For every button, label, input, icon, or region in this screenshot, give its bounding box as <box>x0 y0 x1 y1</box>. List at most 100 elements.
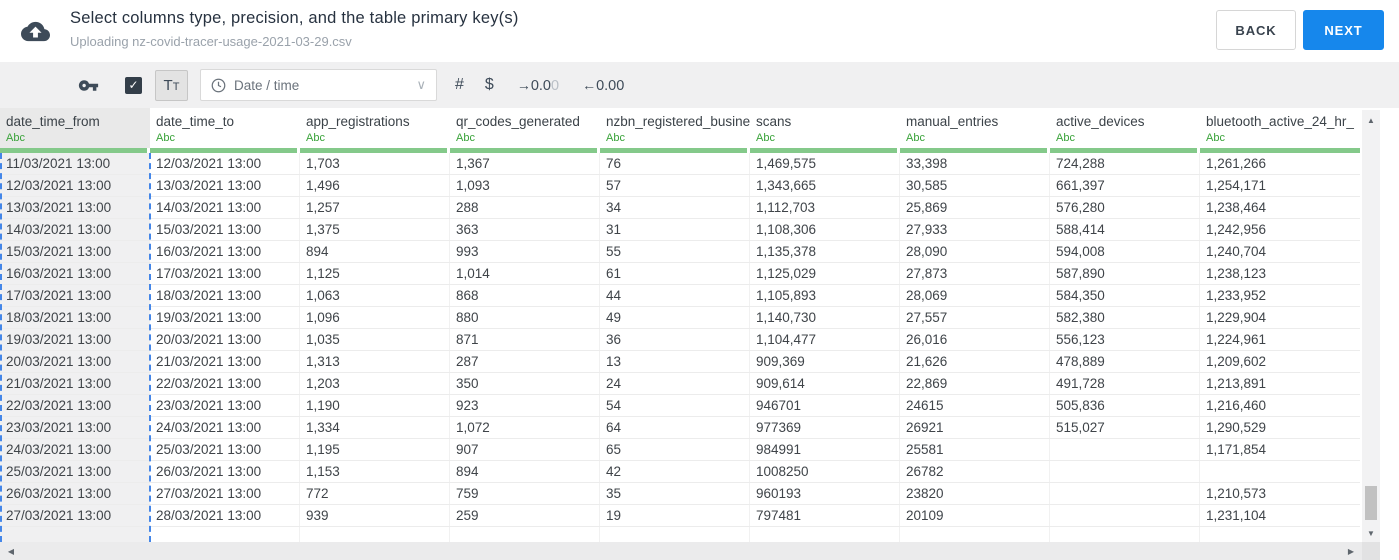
table-cell: 44 <box>600 285 750 306</box>
table-cell: 27/03/2021 13:00 <box>0 505 150 526</box>
column-header-date_time_to[interactable]: date_time_to Abc <box>150 108 300 148</box>
back-button[interactable]: BACK <box>1216 10 1296 50</box>
table-cell: 1,035 <box>300 329 450 350</box>
next-button[interactable]: NEXT <box>1303 10 1384 50</box>
table-row: 20/03/2021 13:00 21/03/2021 13:00 1,313 287… <box>0 351 1360 373</box>
table-cell: 1,190 <box>300 395 450 416</box>
table-cell: 15/03/2021 13:00 <box>150 219 300 240</box>
table-cell: 17/03/2021 13:00 <box>150 263 300 284</box>
table-cell: 33,398 <box>900 153 1050 174</box>
table-cell: 1,375 <box>300 219 450 240</box>
table-cell: 1,240,704 <box>1206 244 1267 259</box>
table-cell: 1,257 <box>300 197 450 218</box>
column-type-dropdown[interactable]: Date / time ∨ <box>200 69 437 101</box>
column-ready-bar <box>450 148 600 153</box>
table-cell: 759 <box>450 483 600 504</box>
table-cell: 13 <box>600 351 750 372</box>
table-row: 15/03/2021 13:00 16/03/2021 13:00 894 993 55… <box>0 241 1360 263</box>
table-cell: 23/03/2021 13:00 <box>150 395 300 416</box>
green-bar-row <box>0 148 1360 153</box>
horizontal-scrollbar[interactable]: ◀ ▶ <box>0 542 1362 560</box>
table-cell: 16/03/2021 13:00 <box>0 263 150 284</box>
decrease-precision-button[interactable]: →0.00 <box>516 76 560 94</box>
column-header-active_devices[interactable]: active_devices Abc <box>1050 108 1200 148</box>
table-cell: 15/03/2021 13:00 <box>0 241 150 262</box>
scrollbar-corner <box>1362 542 1380 560</box>
table-cell: 259 <box>450 505 600 526</box>
table-cell: 19/03/2021 13:00 <box>150 307 300 328</box>
column-type-dropdown-value: Date / time <box>234 77 300 93</box>
table-cell: 22/03/2021 13:00 <box>150 373 300 394</box>
column-header-app_registrations[interactable]: app_registrations Abc <box>300 108 450 148</box>
table-cell: 21/03/2021 13:00 <box>150 351 300 372</box>
arrow-left-icon: ← <box>582 76 597 93</box>
table-cell: 25/03/2021 13:00 <box>150 439 300 460</box>
table-cell: 26921 <box>900 417 1050 438</box>
primary-key-icon[interactable] <box>78 75 99 96</box>
table-row: 25/03/2021 13:00 26/03/2021 13:00 1,153 894… <box>0 461 1360 483</box>
table-cell: 1,231,104 <box>1206 508 1267 523</box>
column-name: date_time_from <box>6 114 100 129</box>
column-name: nzbn_registered_busine <box>606 114 750 129</box>
column-ready-bar <box>750 148 900 153</box>
table-cell <box>450 527 600 542</box>
table-cell: 1,261,266 <box>1206 156 1267 171</box>
table-cell: 505,836 <box>1050 395 1200 416</box>
scroll-up-icon[interactable]: ▲ <box>1367 116 1375 125</box>
table-cell: 797481 <box>750 505 900 526</box>
table-cell: 515,027 <box>1050 417 1200 438</box>
column-header-scans[interactable]: scans Abc <box>750 108 900 148</box>
table-cell: 28/03/2021 13:00 <box>150 505 300 526</box>
table-cell: 12/03/2021 13:00 <box>150 153 300 174</box>
include-column-checkbox[interactable]: ✓ <box>125 76 142 94</box>
table-cell: 23820 <box>900 483 1050 504</box>
table-cell: 36 <box>600 329 750 350</box>
table-cell <box>1200 527 1360 542</box>
table-cell: 1,135,378 <box>750 241 900 262</box>
column-header-qr_codes_generated[interactable]: qr_codes_generated Abc <box>450 108 600 148</box>
table-cell: 55 <box>600 241 750 262</box>
table-cell: 587,890 <box>1050 263 1200 284</box>
column-header-manual_entries[interactable]: manual_entries Abc <box>900 108 1050 148</box>
table-row: 24/03/2021 13:00 25/03/2021 13:00 1,195 907… <box>0 439 1360 461</box>
vertical-scrollbar-thumb[interactable] <box>1365 486 1377 520</box>
scroll-left-icon[interactable]: ◀ <box>7 547 15 556</box>
table-cell: 21,626 <box>900 351 1050 372</box>
vertical-scrollbar[interactable]: ▲ ▼ <box>1362 110 1380 542</box>
column-ready-bar <box>1200 148 1360 153</box>
table-cell: 26/03/2021 13:00 <box>0 483 150 504</box>
table-cell: 724,288 <box>1050 153 1200 174</box>
scroll-down-icon[interactable]: ▼ <box>1367 529 1375 538</box>
column-type-label: Abc <box>1056 132 1075 144</box>
currency-type-button[interactable]: $ <box>484 76 494 93</box>
column-name: bluetooth_active_24_hr_ <box>1206 114 1354 129</box>
table-cell: 1008250 <box>750 461 900 482</box>
column-header-date_time_from[interactable]: date_time_from Abc <box>0 108 150 148</box>
table-cell: 288 <box>450 197 600 218</box>
preview-table: date_time_from Abc date_time_to Abc app_regi… <box>0 108 1360 542</box>
table-cell: 23/03/2021 13:00 <box>0 417 150 438</box>
table-cell: 27,557 <box>900 307 1050 328</box>
column-type-label: Abc <box>6 132 25 144</box>
table-cell: 16/03/2021 13:00 <box>150 241 300 262</box>
table-cell: 25581 <box>900 439 1050 460</box>
table-cell: 24/03/2021 13:00 <box>150 417 300 438</box>
increase-precision-button[interactable]: ←0.00 <box>582 76 625 94</box>
number-type-button[interactable]: # <box>455 76 464 93</box>
table-cell: 909,614 <box>750 373 900 394</box>
table-cell: 18/03/2021 13:00 <box>150 285 300 306</box>
scroll-right-icon[interactable]: ▶ <box>1347 547 1355 556</box>
table-cell <box>750 527 900 542</box>
table-cell: 984991 <box>750 439 900 460</box>
column-header-bluetooth_active_24_hr_[interactable]: bluetooth_active_24_hr_ Abc <box>1200 108 1360 148</box>
table-cell: 26782 <box>900 461 1050 482</box>
table-cell: 1,108,306 <box>750 219 900 240</box>
table-cell: 57 <box>600 175 750 196</box>
table-cell: 25/03/2021 13:00 <box>0 461 150 482</box>
table-cell: 31 <box>600 219 750 240</box>
column-name: scans <box>756 114 792 129</box>
table-row-partial <box>0 527 1360 542</box>
column-header-nzbn_registered_busine[interactable]: nzbn_registered_busine Abc <box>600 108 750 148</box>
table-cell: 11/03/2021 13:00 <box>0 153 150 174</box>
text-type-button[interactable]: Tt <box>155 69 188 101</box>
